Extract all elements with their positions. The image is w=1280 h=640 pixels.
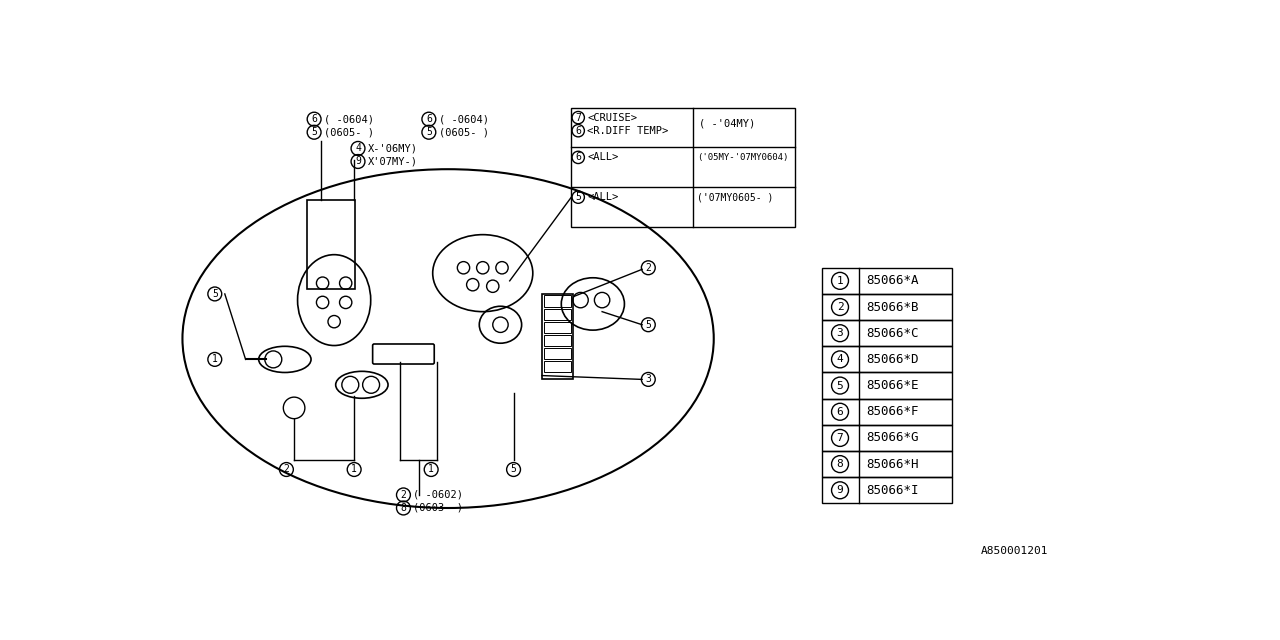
Text: 7: 7 <box>575 113 581 123</box>
Text: 5: 5 <box>212 289 218 299</box>
Text: 3: 3 <box>837 328 844 338</box>
Text: 8: 8 <box>401 503 406 513</box>
Text: ( -0604): ( -0604) <box>439 114 489 124</box>
Text: 6: 6 <box>575 125 581 136</box>
Text: 5: 5 <box>311 127 317 137</box>
Bar <box>822 346 952 372</box>
Text: 85066*E: 85066*E <box>867 379 919 392</box>
Text: 5: 5 <box>645 320 652 330</box>
Bar <box>544 348 571 360</box>
Text: 5: 5 <box>426 127 431 137</box>
Bar <box>822 294 952 320</box>
Text: 85066*A: 85066*A <box>867 275 919 287</box>
Text: 9: 9 <box>355 157 361 166</box>
Text: 85066*D: 85066*D <box>867 353 919 366</box>
Text: X'07MY-): X'07MY-) <box>369 157 419 166</box>
Text: ( -0602): ( -0602) <box>413 490 463 500</box>
Text: A850001201: A850001201 <box>982 546 1048 556</box>
Text: 2: 2 <box>837 302 844 312</box>
Text: 4: 4 <box>355 143 361 154</box>
Text: 5: 5 <box>837 381 844 390</box>
Bar <box>822 477 952 504</box>
Text: ( -'04MY): ( -'04MY) <box>699 119 755 129</box>
Text: 85066*F: 85066*F <box>867 405 919 419</box>
Text: 6: 6 <box>837 407 844 417</box>
Text: 85066*I: 85066*I <box>867 484 919 497</box>
Text: 6: 6 <box>311 114 317 124</box>
Text: 9: 9 <box>837 485 844 495</box>
Bar <box>571 108 795 227</box>
Bar <box>544 322 571 333</box>
Text: <CRUISE>: <CRUISE> <box>588 113 637 123</box>
Bar <box>544 361 571 372</box>
Text: 1: 1 <box>429 465 434 474</box>
Bar <box>541 294 573 379</box>
Text: X-'06MY): X-'06MY) <box>369 143 419 154</box>
Text: (0605- ): (0605- ) <box>324 127 374 137</box>
Bar <box>822 425 952 451</box>
Bar <box>307 200 355 289</box>
Text: <ALL>: <ALL> <box>588 192 618 202</box>
Bar <box>822 451 952 477</box>
Text: 3: 3 <box>645 374 652 385</box>
Bar <box>544 335 571 346</box>
Text: ('05MY-'07MY0604): ('05MY-'07MY0604) <box>696 153 788 162</box>
Text: 8: 8 <box>837 459 844 469</box>
Text: 2: 2 <box>283 465 289 474</box>
Text: ('07MY0605- ): ('07MY0605- ) <box>696 192 773 202</box>
Text: <R.DIFF TEMP>: <R.DIFF TEMP> <box>588 125 668 136</box>
Text: 4: 4 <box>837 355 844 364</box>
Text: 2: 2 <box>401 490 406 500</box>
Bar <box>822 268 952 294</box>
Text: ( -0604): ( -0604) <box>324 114 374 124</box>
Text: 6: 6 <box>575 152 581 163</box>
Text: (0603- ): (0603- ) <box>413 503 463 513</box>
Text: 6: 6 <box>426 114 431 124</box>
Bar <box>544 296 571 307</box>
Text: 2: 2 <box>645 263 652 273</box>
Text: 1: 1 <box>212 355 218 364</box>
Text: 1: 1 <box>837 276 844 286</box>
Bar <box>544 308 571 320</box>
Bar <box>822 320 952 346</box>
Text: 7: 7 <box>837 433 844 443</box>
Bar <box>822 372 952 399</box>
Text: 85066*B: 85066*B <box>867 301 919 314</box>
Text: (0605- ): (0605- ) <box>439 127 489 137</box>
Bar <box>822 399 952 425</box>
Text: <ALL>: <ALL> <box>588 152 618 163</box>
Text: 85066*H: 85066*H <box>867 458 919 470</box>
Text: 85066*C: 85066*C <box>867 326 919 340</box>
Text: 1: 1 <box>351 465 357 474</box>
Text: 5: 5 <box>511 465 517 474</box>
Text: 85066*G: 85066*G <box>867 431 919 444</box>
Text: 5: 5 <box>575 192 581 202</box>
